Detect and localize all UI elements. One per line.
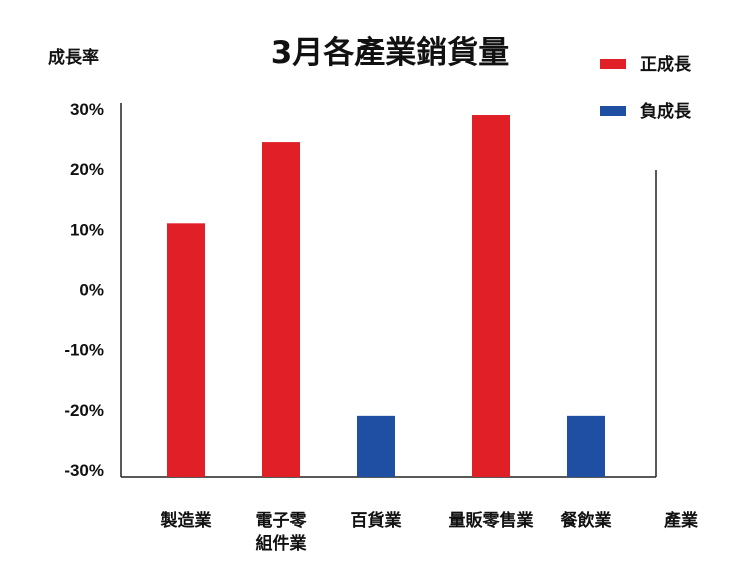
legend-swatch-negative (600, 106, 626, 116)
bar (567, 415, 605, 477)
y-tick-labels: 30% 20% 10% 0% -10% -20% -30% (64, 100, 104, 480)
legend: 正成長 負成長 (600, 54, 692, 122)
bar (472, 115, 510, 478)
x-axis-label: 產業 (664, 510, 698, 531)
bar (167, 223, 205, 477)
x-tick-label: 百貨業 (351, 510, 402, 531)
y-tick-label: 20% (70, 160, 104, 179)
x-tick-label: 製造業 (160, 510, 212, 531)
y-tick-label: -10% (64, 341, 104, 360)
x-tick-label: 電子零 (256, 511, 308, 531)
y-axis-label: 成長率 (48, 47, 99, 68)
y-tick-label: 0% (79, 281, 104, 300)
legend-swatch-positive (600, 59, 626, 69)
chart-title: 3月各產業銷貨量 (271, 35, 510, 71)
y-tick-label: -30% (64, 461, 104, 480)
legend-label-positive: 正成長 (640, 54, 692, 75)
bar (262, 142, 300, 477)
x-tick-label: 組件業 (256, 533, 307, 554)
legend-label-negative: 負成長 (640, 101, 692, 122)
y-tick-label: 30% (70, 100, 104, 119)
y-tick-label: -20% (64, 401, 104, 420)
bar (357, 415, 395, 477)
x-tick-label: 量販零售業 (449, 510, 534, 531)
y-tick-label: 10% (70, 220, 104, 239)
x-tick-label: 餐飲業 (561, 510, 612, 531)
bars-group (167, 115, 605, 478)
